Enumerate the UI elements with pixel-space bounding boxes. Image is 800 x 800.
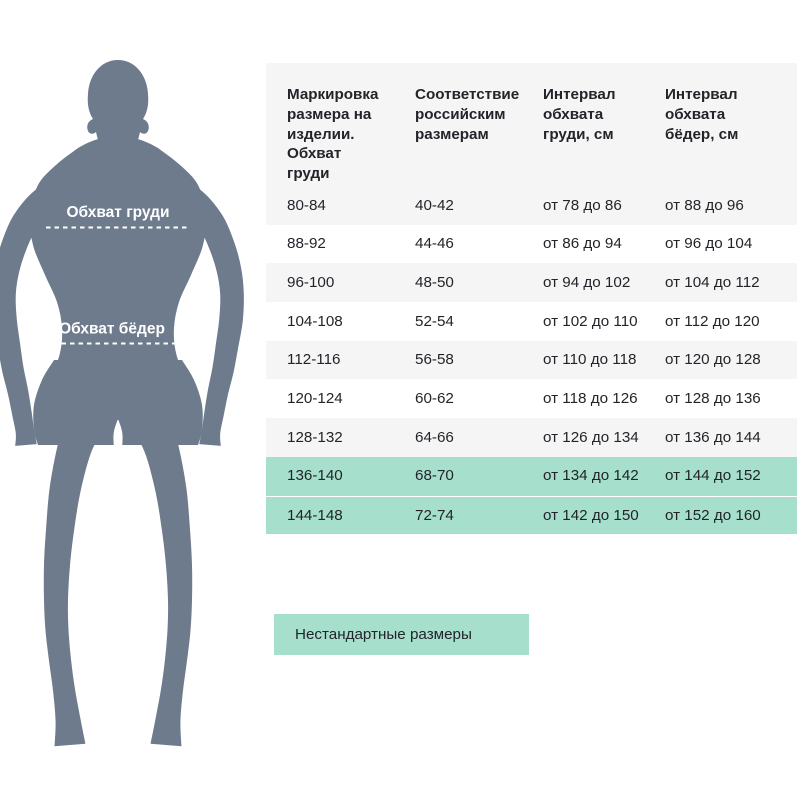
svg-text:Обхват бёдер: Обхват бёдер <box>59 321 165 338</box>
svg-text:Обхват груди: Обхват груди <box>66 204 169 221</box>
